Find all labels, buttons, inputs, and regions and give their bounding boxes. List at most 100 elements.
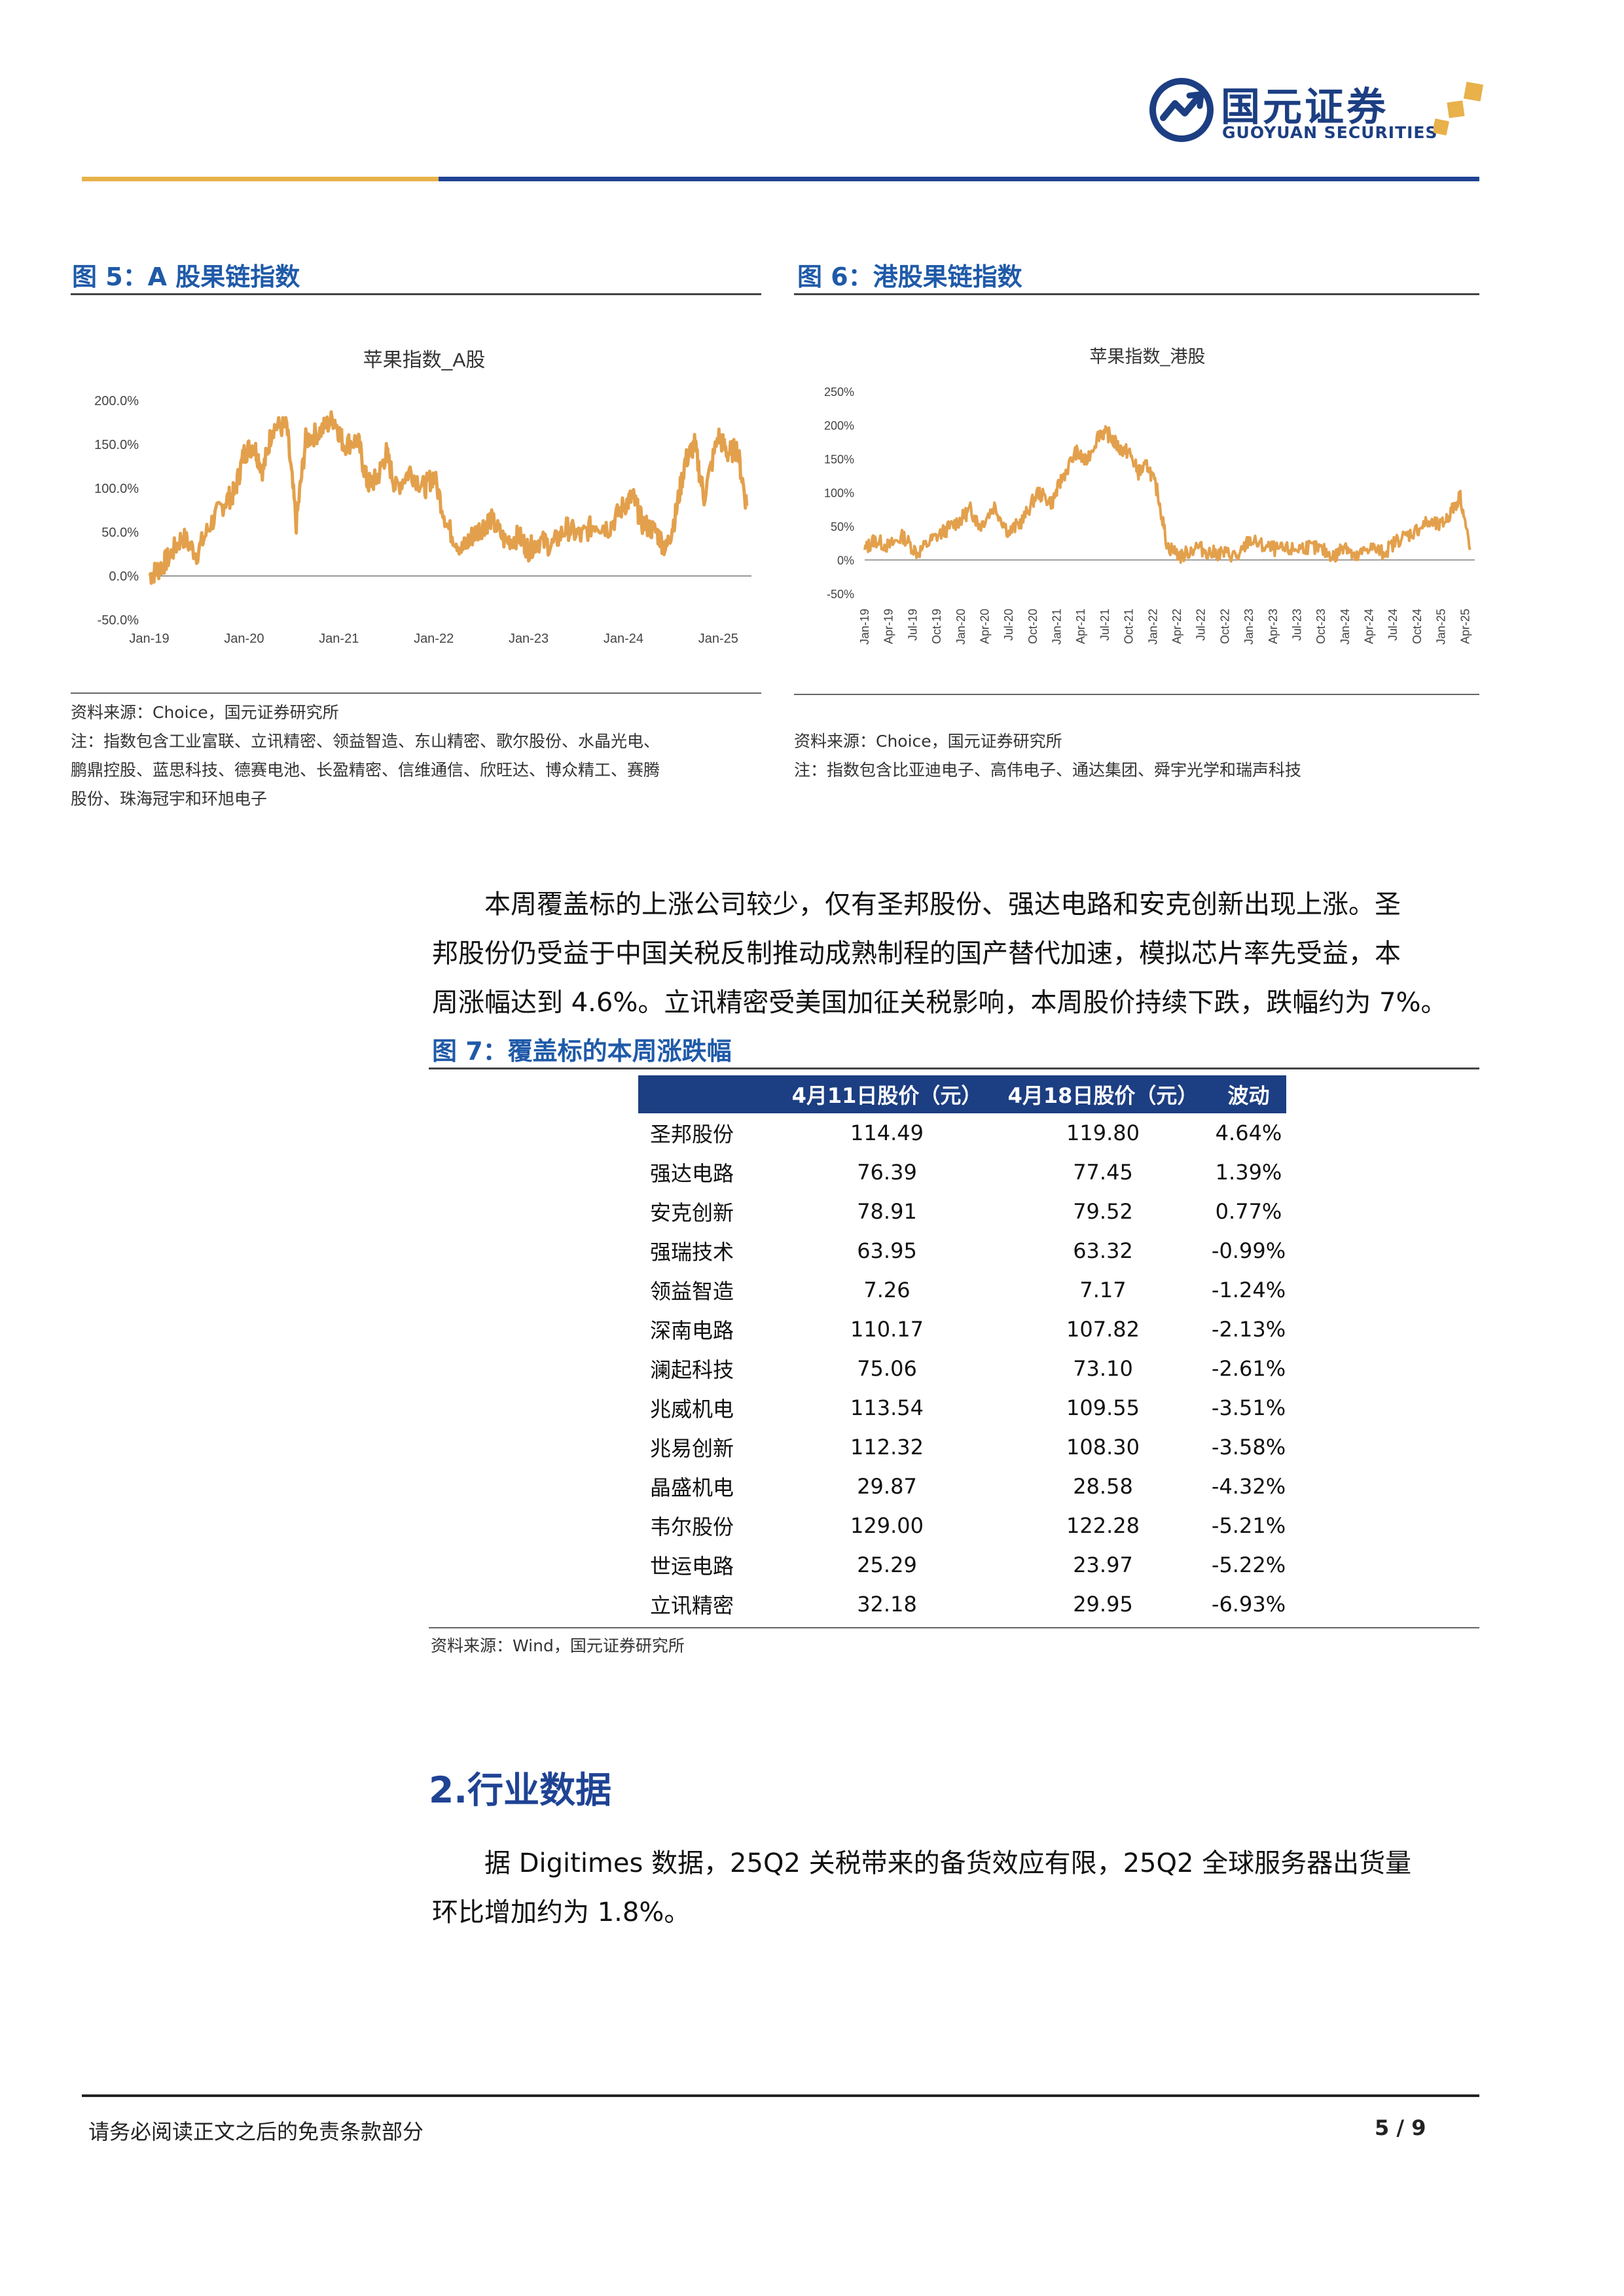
- figure7-title: 图 7：覆盖标的本周涨跌幅: [432, 1037, 732, 1066]
- change-cell: -3.51%: [1211, 1395, 1286, 1420]
- table-row: 圣邦股份 114.49 119.80 4.64%: [638, 1113, 1286, 1153]
- x-tick-label: Jul-24: [1386, 609, 1399, 641]
- x-tick-label: Apr-23: [1267, 609, 1280, 644]
- paragraph-line: 本周覆盖标的上涨公司较少，仅有圣邦股份、强达电路和安克创新出现上涨。圣: [484, 889, 1401, 920]
- y-tick-label: 50.0%: [101, 526, 139, 540]
- logo-text-cn: 国元证券: [1221, 84, 1388, 130]
- table-header-cell: 4月18日股价（元）: [995, 1075, 1211, 1113]
- x-tick-label: Jul-20: [1002, 609, 1015, 641]
- table-header-row: 4月11日股价（元） 4月18日股价（元） 波动: [638, 1075, 1286, 1113]
- series-line: [863, 425, 1471, 564]
- paragraph-line: 环比增加约为 1.8%。: [432, 1897, 691, 1928]
- price-cell: 112.32: [850, 1435, 924, 1460]
- y-tick-label: 200.0%: [94, 394, 139, 408]
- change-cell: -3.58%: [1211, 1435, 1286, 1460]
- price-cell: 32.18: [857, 1592, 917, 1617]
- stock-change-table: 4月11日股价（元） 4月18日股价（元） 波动 圣邦股份 114.49 119.8…: [638, 1075, 1286, 1624]
- figure7-bottom-rule: [429, 1627, 1479, 1628]
- y-tick-label: 100.0%: [94, 482, 139, 496]
- x-tick-label: Apr-21: [1074, 609, 1087, 644]
- chart-title: 苹果指数_A股: [363, 350, 486, 371]
- figure5-source: 资料来源：Choice，国元证券研究所: [71, 703, 339, 722]
- y-tick-label: -50.0%: [98, 613, 139, 628]
- price-cell: 110.17: [850, 1317, 924, 1342]
- analysis-paragraph: 本周覆盖标的上涨公司较少，仅有圣邦股份、强达电路和安克创新出现上涨。圣 邦股份仍…: [432, 880, 1479, 1028]
- y-tick-label: 250%: [824, 386, 854, 399]
- company-name-cell: 圣邦股份: [650, 1122, 734, 1147]
- change-cell: -5.22%: [1211, 1552, 1286, 1577]
- x-tick-label: Jan-22: [1146, 609, 1159, 645]
- price-cell: 63.95: [857, 1238, 917, 1263]
- x-tick-label: Oct-23: [1314, 609, 1327, 644]
- figure5-bottom-rule: [71, 692, 761, 694]
- x-tick-label: Jan-24: [1339, 609, 1352, 645]
- y-tick-label: 100%: [824, 487, 854, 500]
- x-tick-label: Jan-19: [129, 632, 169, 646]
- x-tick-label: Jan-22: [414, 632, 454, 646]
- x-tick-label: Oct-21: [1123, 609, 1136, 644]
- company-name-cell: 澜起科技: [650, 1357, 734, 1382]
- price-cell: 113.54: [850, 1395, 924, 1420]
- x-tick-label: Oct-24: [1411, 609, 1424, 644]
- y-tick-label: 0%: [837, 554, 854, 567]
- x-tick-label: Jan-20: [954, 609, 967, 645]
- company-logo-icon: [1149, 77, 1214, 143]
- table-row: 兆易创新 112.32 108.30 -3.58%: [638, 1427, 1286, 1467]
- x-tick-label: Jul-19: [906, 609, 919, 641]
- change-cell: -2.13%: [1211, 1317, 1286, 1342]
- figure5-top-rule: [71, 293, 761, 295]
- price-cell: 76.39: [857, 1160, 917, 1185]
- logo-text-en: GUOYUAN SECURITIES: [1222, 123, 1438, 142]
- table-row: 领益智造 7.26 7.17 -1.24%: [638, 1270, 1286, 1310]
- y-tick-label: 150.0%: [94, 438, 139, 452]
- table-row: 兆威机电 113.54 109.55 -3.51%: [638, 1388, 1286, 1427]
- table-row: 澜起科技 75.06 73.10 -2.61%: [638, 1349, 1286, 1388]
- x-tick-label: Jul-22: [1195, 609, 1208, 641]
- price-cell: 122.28: [1066, 1513, 1140, 1538]
- company-name-cell: 晶盛机电: [650, 1475, 734, 1500]
- x-tick-label: Apr-25: [1458, 609, 1471, 644]
- header-divider-blue: [439, 177, 1479, 181]
- price-cell: 107.82: [1066, 1317, 1140, 1342]
- y-tick-label: -50%: [827, 588, 854, 601]
- price-cell: 77.45: [1073, 1160, 1133, 1185]
- x-tick-label: Jan-19: [858, 609, 871, 645]
- x-tick-label: Jan-25: [1435, 609, 1448, 645]
- x-tick-label: Jul-23: [1290, 609, 1303, 641]
- x-tick-label: Apr-22: [1170, 609, 1183, 644]
- price-cell: 29.95: [1073, 1592, 1133, 1617]
- x-tick-label: Apr-24: [1363, 609, 1376, 644]
- table-row: 强达电路 76.39 77.45 1.39%: [638, 1153, 1286, 1192]
- company-name-cell: 深南电路: [650, 1318, 734, 1343]
- figure5-note-line: 股份、珠海冠宇和环旭电子: [71, 789, 268, 808]
- y-tick-label: 0.0%: [109, 569, 139, 584]
- figure5-note-line: 鹏鼎控股、蓝思科技、德赛电池、长盈精密、信维通信、欣旺达、博众精工、赛腾: [71, 761, 660, 780]
- table-row: 立讯精密 32.18 29.95 -6.93%: [638, 1585, 1286, 1624]
- figure6-title: 图 6：港股果链指数: [797, 262, 1022, 291]
- change-cell: 0.77%: [1215, 1199, 1282, 1224]
- table-row: 安克创新 78.91 79.52 0.77%: [638, 1192, 1286, 1231]
- y-tick-label: 50%: [831, 520, 854, 533]
- price-cell: 79.52: [1073, 1199, 1133, 1224]
- table-header-cell: [638, 1075, 779, 1113]
- table-header-cell: 4月11日股价（元）: [779, 1075, 995, 1113]
- change-cell: -6.93%: [1211, 1592, 1286, 1617]
- price-cell: 7.17: [1079, 1278, 1127, 1302]
- table-row: 韦尔股份 129.00 122.28 -5.21%: [638, 1506, 1286, 1545]
- x-tick-label: Apr-20: [978, 609, 991, 644]
- paragraph-line: 周涨幅达到 4.6%。立讯精密受美国加征关税影响，本周股价持续下跌，跌幅约为 7…: [432, 988, 1447, 1018]
- table-row: 强瑞技术 63.95 63.32 -0.99%: [638, 1231, 1286, 1270]
- company-name-cell: 强瑞技术: [650, 1240, 734, 1265]
- x-tick-label: Apr-19: [882, 609, 895, 644]
- x-tick-label: Jan-21: [319, 632, 359, 646]
- price-cell: 129.00: [850, 1513, 924, 1538]
- change-cell: -0.99%: [1211, 1238, 1286, 1263]
- price-cell: 78.91: [857, 1199, 917, 1224]
- company-name-cell: 安克创新: [650, 1200, 734, 1225]
- company-name-cell: 领益智造: [650, 1279, 734, 1304]
- logo-decoration-icon: [1432, 81, 1486, 141]
- price-cell: 73.10: [1073, 1356, 1133, 1381]
- chart-title: 苹果指数_港股: [1089, 347, 1205, 367]
- x-tick-label: Jan-24: [604, 632, 643, 646]
- figure7-source: 资料来源：Wind，国元证券研究所: [431, 1636, 685, 1655]
